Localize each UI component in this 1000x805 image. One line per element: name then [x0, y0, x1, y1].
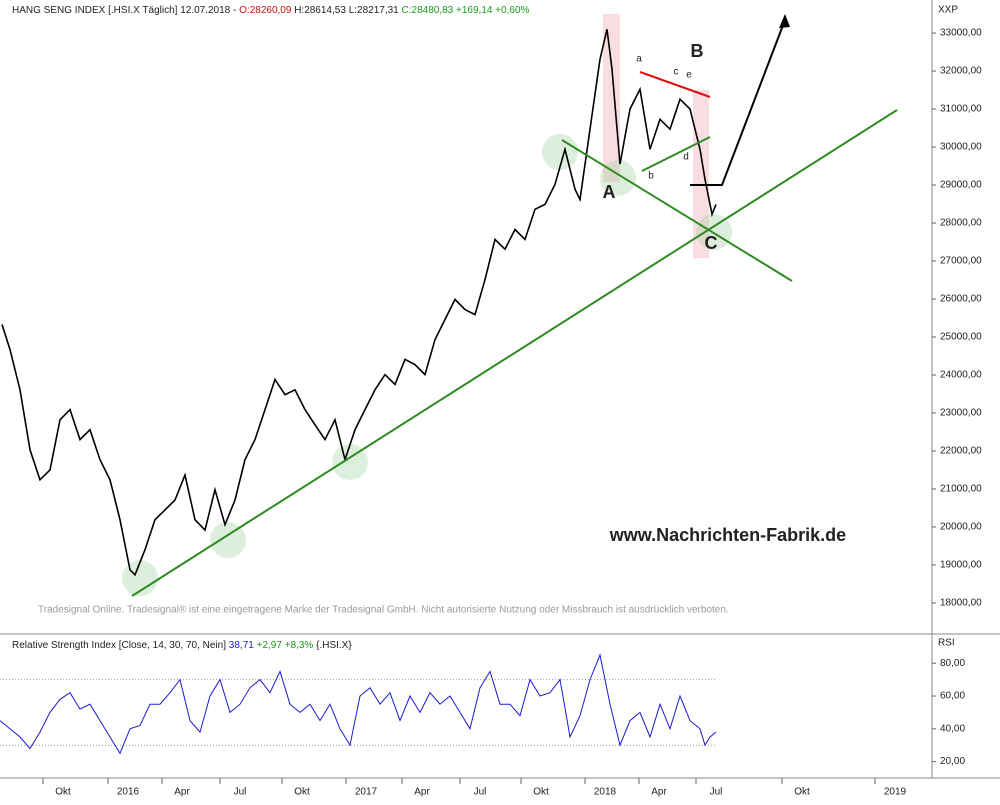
- plot: [0, 29, 717, 755]
- trend-lines: [131, 14, 898, 597]
- header-part: 38,71: [229, 640, 254, 651]
- y-tick-label: 28000,00: [940, 218, 982, 229]
- y-tick-label: 20000,00: [940, 522, 982, 533]
- header-part: C:28480,83 +169,14 +0,60%: [402, 5, 530, 16]
- y-tick-label: 20,00: [940, 756, 965, 767]
- y-tick-label: 40,00: [940, 723, 965, 734]
- y-tick-label: 18000,00: [940, 598, 982, 609]
- y-tick-label: 19000,00: [940, 560, 982, 571]
- y-tick-label: 24000,00: [940, 370, 982, 381]
- highlight: [693, 90, 709, 258]
- y-tick-label: 31000,00: [940, 104, 982, 115]
- y-tick-label: 21000,00: [940, 484, 982, 495]
- annotation: d: [683, 152, 689, 163]
- x-tick-label: 2017: [355, 787, 378, 798]
- x-tick-label: Jul: [710, 787, 723, 798]
- data-line: [1, 29, 717, 577]
- y-tick-label: 29000,00: [940, 180, 982, 191]
- header-part: L:28217,31: [349, 5, 399, 16]
- y-tick-label: 32000,00: [940, 66, 982, 77]
- x-tick-label: 2018: [594, 787, 617, 798]
- watermark: www.Nachrichten-Fabrik.de: [609, 525, 846, 545]
- annotation: c: [674, 67, 679, 78]
- x-tick-label: Jul: [474, 787, 487, 798]
- y-tick-label: 27000,00: [940, 256, 982, 267]
- highlight: [603, 14, 620, 182]
- annotation: b: [648, 171, 654, 182]
- x-tick-label: Jul: [234, 787, 247, 798]
- x-tick-label: 2016: [117, 787, 140, 798]
- x-tick-label: Apr: [414, 787, 430, 798]
- header-part: +2,97 +8,3%: [257, 640, 314, 651]
- y-tick-label: 25000,00: [940, 332, 982, 343]
- annotation: B: [691, 41, 704, 61]
- axis-label: RSI: [938, 638, 955, 649]
- x-tick-label: Apr: [651, 787, 667, 798]
- y-tick-label: 80,00: [940, 658, 965, 669]
- x-tick-label: Okt: [294, 787, 310, 798]
- y-tick-label: 60,00: [940, 691, 965, 702]
- x-tick-label: Apr: [174, 787, 190, 798]
- labels: 18000,00 19000,00 20000,00 21000,00 22000,00…: [12, 5, 982, 798]
- header-part: O:28260,09: [239, 5, 292, 16]
- header-part: Relative Strength Index [Close, 14, 30, …: [12, 640, 226, 651]
- y-tick-label: 33000,00: [940, 28, 982, 39]
- y-tick-label: 30000,00: [940, 142, 982, 153]
- y-tick-label: 23000,00: [940, 408, 982, 419]
- axis-label: XXP: [938, 5, 958, 16]
- y-tick-label: 22000,00: [940, 446, 982, 457]
- chart-title: Relative Strength Index [Close, 14, 30, …: [12, 640, 352, 651]
- x-tick-label: Okt: [533, 787, 549, 798]
- annotation: A: [603, 182, 616, 202]
- header-part: {.HSI.X}: [316, 640, 352, 651]
- markers: [122, 134, 732, 596]
- annotation: e: [686, 70, 692, 81]
- data-line: [0, 653, 717, 755]
- x-tick-label: 2019: [884, 787, 907, 798]
- annotation: C: [705, 233, 718, 253]
- annotation: a: [636, 54, 642, 65]
- x-tick-label: Okt: [55, 787, 71, 798]
- header-part: HANG SENG INDEX [.HSI.X Täglich] 12.07.2…: [12, 5, 236, 16]
- x-tick-label: Okt: [794, 787, 810, 798]
- chart-title: HANG SENG INDEX [.HSI.X Täglich] 12.07.2…: [12, 5, 530, 16]
- header-part: H:28614,53: [294, 5, 346, 16]
- notice: Tradesignal Online. Tradesignal® ist ein…: [38, 605, 729, 616]
- y-tick-label: 26000,00: [940, 294, 982, 305]
